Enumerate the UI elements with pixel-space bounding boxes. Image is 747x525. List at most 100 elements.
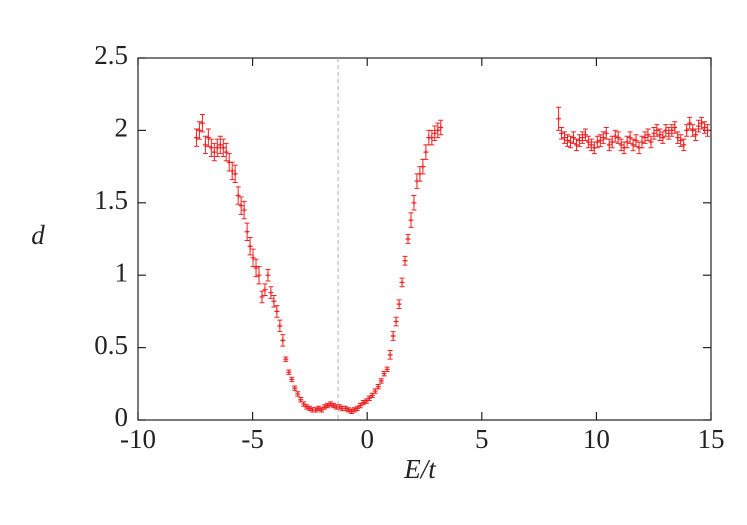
data-point bbox=[354, 405, 360, 411]
data-point bbox=[348, 408, 354, 414]
data-point bbox=[675, 135, 681, 141]
x-tick-label: -5 bbox=[241, 424, 264, 454]
data-point bbox=[597, 138, 603, 144]
data-point bbox=[202, 142, 208, 148]
data-point bbox=[351, 407, 357, 413]
data-point bbox=[570, 135, 576, 141]
data-point bbox=[672, 125, 678, 131]
data-point bbox=[582, 132, 588, 138]
data-point bbox=[322, 404, 328, 410]
y-tick-label: 2 bbox=[115, 113, 129, 143]
data-point bbox=[307, 405, 313, 411]
data-point bbox=[585, 139, 591, 145]
data-point bbox=[369, 392, 375, 398]
data-point bbox=[432, 130, 438, 136]
data-point bbox=[556, 116, 562, 122]
data-point bbox=[384, 366, 390, 372]
data-point bbox=[214, 145, 220, 151]
data-point bbox=[390, 333, 396, 339]
data-point bbox=[345, 407, 351, 413]
data-point bbox=[363, 398, 369, 404]
data-point bbox=[304, 404, 310, 410]
data-point bbox=[366, 395, 372, 401]
x-axis-label: E/t bbox=[403, 454, 437, 484]
data-point bbox=[387, 352, 393, 358]
data-point bbox=[247, 243, 253, 249]
data-point bbox=[277, 323, 283, 329]
data-point bbox=[298, 397, 304, 403]
data-point bbox=[588, 142, 594, 148]
data-point bbox=[600, 135, 606, 141]
data-point bbox=[360, 400, 366, 406]
y-tick-label: 0.5 bbox=[94, 330, 128, 360]
data-point bbox=[271, 298, 277, 304]
data-point bbox=[393, 319, 399, 325]
data-point bbox=[568, 139, 573, 145]
data-point bbox=[429, 135, 435, 141]
data-point bbox=[699, 120, 705, 126]
data-point bbox=[259, 294, 265, 300]
plot-frame bbox=[137, 57, 712, 421]
data-point bbox=[696, 123, 702, 129]
data-point bbox=[681, 142, 687, 148]
data-point bbox=[420, 164, 426, 170]
data-point bbox=[423, 149, 429, 155]
data-point bbox=[651, 130, 657, 136]
data-point bbox=[280, 337, 286, 343]
x-tick-label: 5 bbox=[475, 424, 489, 454]
data-point bbox=[579, 135, 585, 141]
data-point bbox=[660, 135, 666, 141]
data-point bbox=[396, 301, 402, 307]
data-point bbox=[292, 385, 298, 391]
data-point bbox=[562, 135, 568, 141]
y-tick-label: 1 bbox=[115, 257, 129, 287]
data-point bbox=[342, 405, 348, 411]
data-point bbox=[702, 125, 708, 131]
data-point bbox=[220, 145, 226, 151]
y-axis-label: d bbox=[31, 220, 45, 250]
data-point bbox=[316, 405, 322, 411]
data-point bbox=[286, 369, 292, 375]
data-point bbox=[250, 255, 256, 261]
data-point bbox=[357, 403, 363, 409]
data-point bbox=[325, 403, 331, 409]
data-point bbox=[435, 127, 441, 133]
data-point bbox=[256, 272, 262, 278]
data-point bbox=[606, 142, 612, 148]
data-point bbox=[244, 229, 250, 235]
data-point bbox=[645, 132, 651, 138]
data-point bbox=[223, 149, 229, 155]
data-point bbox=[283, 356, 289, 362]
data-point bbox=[381, 371, 387, 377]
data-point bbox=[253, 265, 259, 271]
data-point bbox=[402, 258, 408, 264]
data-point bbox=[241, 207, 247, 213]
x-tick-label: 15 bbox=[698, 424, 725, 454]
x-tick-label: -10 bbox=[120, 424, 156, 454]
data-point bbox=[603, 130, 609, 136]
data-point bbox=[612, 133, 618, 139]
data-point bbox=[565, 138, 571, 144]
data-point bbox=[630, 142, 636, 148]
data-point bbox=[235, 193, 241, 199]
data-point bbox=[199, 120, 205, 126]
data-point bbox=[627, 135, 633, 141]
data-point bbox=[559, 130, 565, 136]
data-point bbox=[642, 135, 648, 141]
data-point bbox=[211, 149, 217, 155]
data-point bbox=[654, 127, 660, 133]
data-point bbox=[238, 203, 244, 209]
data-point bbox=[657, 132, 663, 138]
data-point bbox=[217, 142, 223, 148]
data-point bbox=[274, 308, 280, 314]
data-point bbox=[687, 120, 693, 126]
data-point bbox=[624, 139, 630, 145]
data-point bbox=[399, 279, 405, 285]
data-point bbox=[615, 135, 621, 141]
data-point bbox=[669, 127, 675, 133]
data-point bbox=[705, 127, 711, 133]
data-point bbox=[408, 217, 414, 223]
data-point bbox=[289, 376, 295, 382]
data-point bbox=[196, 127, 202, 133]
